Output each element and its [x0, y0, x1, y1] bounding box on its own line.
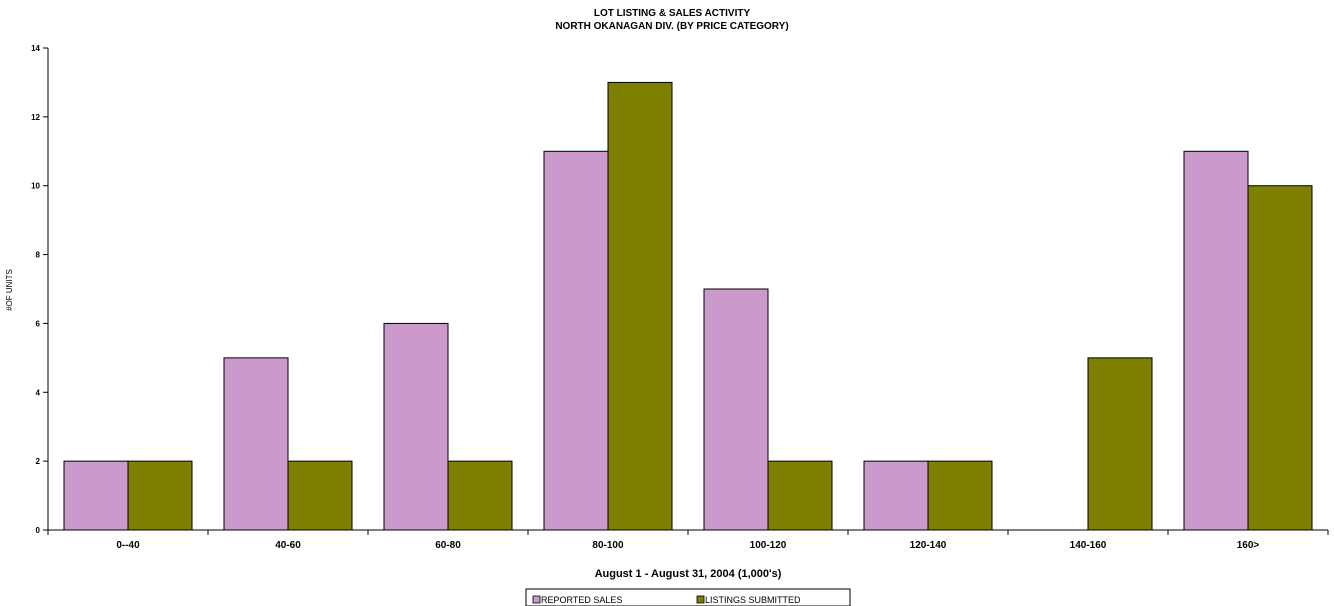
- bar-listings-submitted: [447, 460, 513, 531]
- bar-listings-submitted: [127, 460, 193, 531]
- bar-listings-submitted: [927, 460, 993, 531]
- x-axis-label: August 1 - August 31, 2004 (1,000's): [595, 568, 782, 580]
- x-tick-label: 160>: [1237, 540, 1260, 551]
- y-tick-label: 10: [31, 182, 40, 191]
- bar-listings-submitted: [767, 460, 833, 531]
- bar-listings-submitted: [607, 81, 673, 531]
- bar-reported-sales: [1183, 150, 1249, 531]
- x-tick-label: 40-60: [275, 540, 301, 551]
- y-tick-label: 2: [36, 457, 41, 466]
- bar-listings-submitted: [1247, 185, 1313, 531]
- y-tick-label: 4: [36, 388, 41, 397]
- legend-box: [525, 588, 851, 606]
- bar-reported-sales: [863, 460, 929, 531]
- x-tick-label: 60-80: [435, 540, 461, 551]
- chart-title: LOT LISTING & SALES ACTIVITY: [594, 8, 751, 19]
- bar-reported-sales: [223, 357, 289, 531]
- legend-label-listings-submitted: LISTINGS SUBMITTED: [705, 595, 801, 605]
- legend-label-reported-sales: REPORTED SALES: [541, 595, 622, 605]
- bars: [63, 81, 1313, 531]
- y-tick-label: 12: [31, 113, 40, 122]
- x-tick-label: 140-160: [1070, 540, 1107, 551]
- bar-reported-sales: [63, 460, 129, 531]
- y-axis-ticks: 0 2 4 6 8 10 12 14: [31, 44, 48, 535]
- legend-swatch-listings-submitted: [696, 595, 705, 604]
- chart-subtitle: NORTH OKANAGAN DIV. (BY PRICE CATEGORY): [555, 21, 788, 32]
- legend: REPORTED SALES LISTINGS SUBMITTED: [525, 588, 851, 606]
- y-tick-label: 0: [36, 526, 41, 535]
- x-tick-label: 0--40: [116, 540, 140, 551]
- x-axis-ticks: 0--40 40-60 60-80 80-100 100-120 120-140 140-1…: [47, 530, 1329, 551]
- bar-reported-sales: [383, 322, 449, 531]
- y-tick-label: 14: [31, 44, 40, 53]
- legend-swatch-reported-sales: [532, 595, 541, 604]
- y-tick-label: 6: [36, 319, 41, 328]
- x-tick-label: 120-140: [910, 540, 947, 551]
- bar-listings-submitted: [287, 460, 353, 531]
- bar-listings-submitted: [1087, 357, 1153, 531]
- y-tick-label: 8: [36, 251, 41, 260]
- bar-reported-sales: [543, 150, 609, 531]
- bar-reported-sales: [703, 288, 769, 531]
- x-tick-label: 80-100: [592, 540, 624, 551]
- x-tick-label: 100-120: [750, 540, 787, 551]
- y-axis-label: #OF UNITS: [5, 269, 14, 311]
